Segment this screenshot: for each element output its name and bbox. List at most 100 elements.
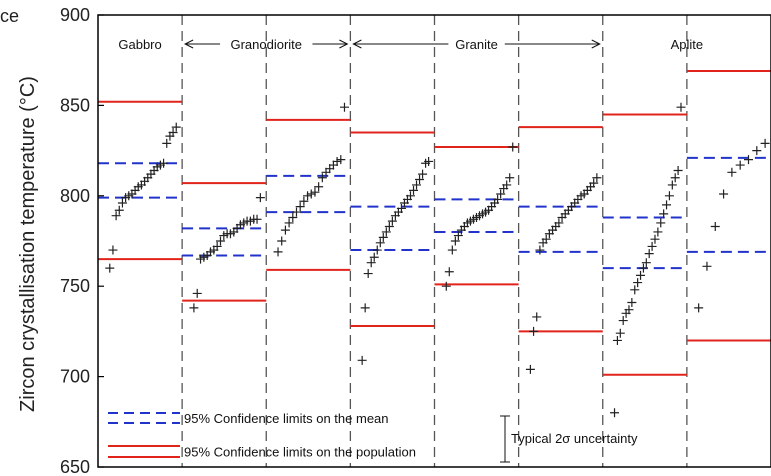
data-point bbox=[114, 205, 124, 215]
data-point bbox=[360, 303, 370, 313]
data-point bbox=[303, 191, 313, 201]
data-point bbox=[644, 249, 654, 259]
data-point bbox=[554, 218, 564, 228]
data-point bbox=[630, 285, 640, 295]
data-point bbox=[405, 191, 415, 201]
data-point bbox=[212, 241, 222, 251]
data-point bbox=[592, 173, 602, 183]
data-point bbox=[280, 225, 290, 235]
data-point bbox=[108, 245, 118, 255]
data-point bbox=[670, 173, 680, 183]
y-tick-label: 700 bbox=[60, 367, 90, 387]
data-point bbox=[317, 173, 327, 183]
data-point bbox=[159, 158, 169, 168]
data-point bbox=[496, 189, 506, 199]
data-point bbox=[541, 234, 551, 244]
data-point bbox=[378, 232, 388, 242]
data-point bbox=[412, 180, 422, 190]
data-point bbox=[627, 297, 637, 307]
data-point bbox=[288, 212, 298, 222]
data-point bbox=[384, 222, 394, 232]
data-point bbox=[314, 182, 324, 192]
data-point bbox=[612, 335, 622, 345]
y-tick-label: 650 bbox=[60, 457, 90, 476]
data-point bbox=[662, 200, 672, 210]
y-tick-label: 800 bbox=[60, 186, 90, 206]
data-point bbox=[505, 173, 515, 183]
y-tick-label: 850 bbox=[60, 95, 90, 115]
data-point bbox=[321, 167, 331, 177]
data-point bbox=[529, 326, 539, 336]
data-point bbox=[508, 142, 518, 152]
data-point bbox=[332, 156, 342, 166]
data-point bbox=[647, 241, 657, 251]
legend-label: 95% Confidence limits on the mean bbox=[184, 411, 389, 426]
data-point bbox=[277, 236, 287, 246]
data-point bbox=[291, 207, 301, 217]
data-point bbox=[369, 252, 379, 262]
data-point bbox=[633, 278, 643, 288]
data-point bbox=[381, 227, 391, 237]
data-point bbox=[387, 216, 397, 226]
data-point bbox=[215, 236, 225, 246]
data-point bbox=[535, 245, 545, 255]
data-point bbox=[453, 231, 463, 241]
data-point bbox=[624, 305, 634, 315]
group-arrow-head bbox=[184, 39, 194, 49]
data-point bbox=[328, 160, 338, 170]
data-point bbox=[409, 185, 419, 195]
data-point bbox=[375, 238, 385, 248]
data-point bbox=[192, 288, 202, 298]
data-point bbox=[641, 258, 651, 268]
data-point bbox=[760, 138, 770, 148]
data-point bbox=[702, 261, 712, 271]
data-point bbox=[162, 138, 172, 148]
data-point bbox=[719, 189, 729, 199]
data-point bbox=[273, 247, 283, 257]
data-point bbox=[363, 269, 373, 279]
data-point bbox=[396, 203, 406, 213]
panel-dividers bbox=[181, 15, 688, 467]
data-point bbox=[339, 102, 349, 112]
data-point bbox=[171, 122, 181, 132]
data-point bbox=[525, 364, 535, 374]
legend: 95% Confidence limits on the mean 95% Con… bbox=[108, 411, 638, 463]
data-point bbox=[441, 281, 451, 291]
group-arrow-head bbox=[591, 39, 601, 49]
data-point bbox=[664, 191, 674, 201]
data-point bbox=[659, 209, 669, 219]
data-point bbox=[667, 180, 677, 190]
legend-label: 95% Confidence limits on the population bbox=[184, 445, 416, 460]
data-point bbox=[284, 218, 294, 228]
data-point bbox=[493, 194, 503, 204]
data-point bbox=[444, 267, 454, 277]
data-point bbox=[610, 408, 620, 418]
data-point bbox=[325, 164, 335, 174]
data-point bbox=[727, 167, 737, 177]
data-points bbox=[105, 102, 770, 418]
data-point bbox=[306, 189, 316, 199]
data-point bbox=[450, 236, 460, 246]
data-point bbox=[615, 328, 625, 338]
data-point bbox=[299, 196, 309, 206]
data-point bbox=[656, 218, 666, 228]
data-point bbox=[336, 155, 346, 165]
data-point bbox=[418, 169, 428, 179]
data-point bbox=[618, 316, 628, 326]
data-point bbox=[415, 175, 425, 185]
clipped-label: ce bbox=[0, 6, 19, 26]
data-point bbox=[255, 193, 265, 203]
y-tick-label: 750 bbox=[60, 276, 90, 296]
data-point bbox=[111, 211, 121, 221]
data-point bbox=[168, 128, 178, 138]
confidence-lines bbox=[98, 70, 771, 376]
data-point bbox=[295, 202, 305, 212]
rock-group-labels: Gabbro Granodiorite Granite Aplite bbox=[118, 37, 703, 52]
data-point bbox=[372, 245, 382, 255]
data-point bbox=[589, 178, 599, 188]
data-point bbox=[694, 303, 704, 313]
data-point bbox=[673, 165, 683, 175]
y-axis-label: Zircon crystallisation temperature (°C) bbox=[17, 76, 39, 412]
data-point bbox=[447, 245, 457, 255]
